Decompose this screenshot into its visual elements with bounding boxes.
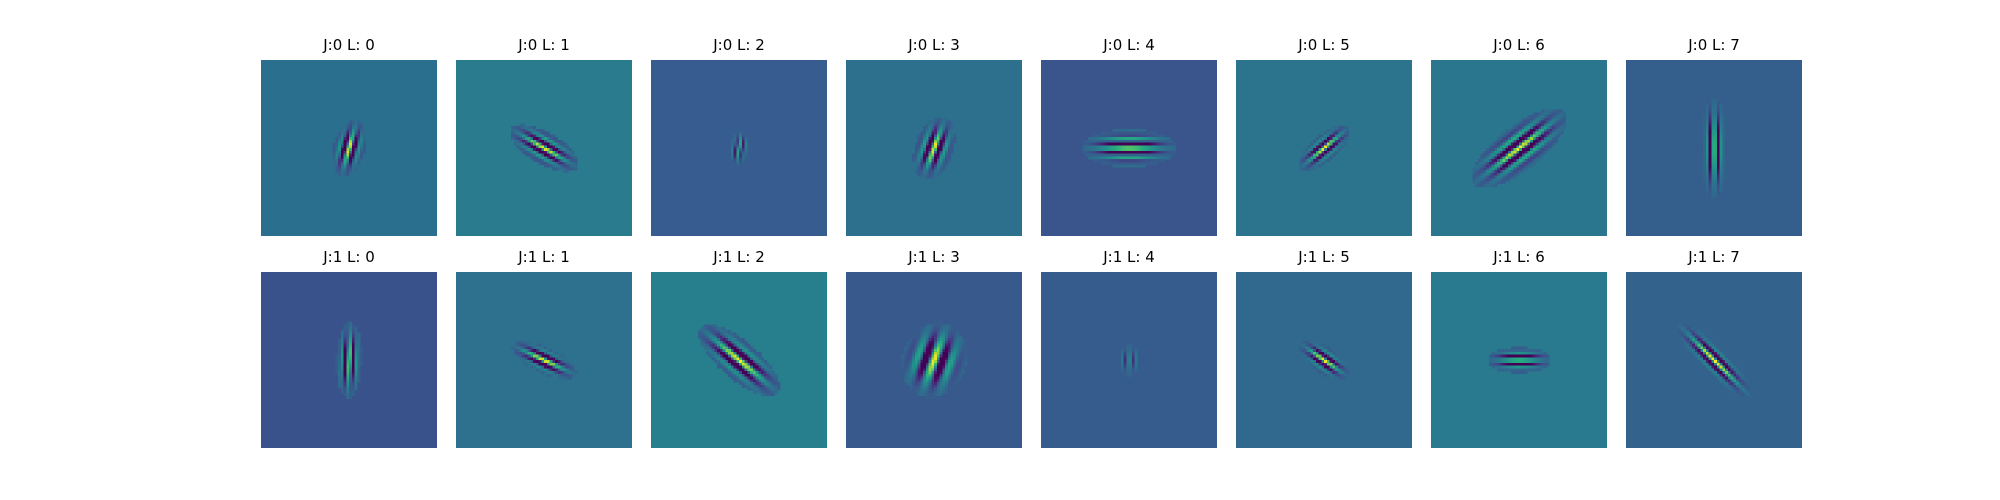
filter-image bbox=[1431, 60, 1607, 236]
panel-title: J:1 L: 3 bbox=[908, 248, 960, 266]
panel-title: J:1 L: 1 bbox=[518, 248, 570, 266]
filter-image bbox=[1236, 60, 1412, 236]
panel-title: J:1 L: 7 bbox=[1688, 248, 1740, 266]
panel-title: J:0 L: 7 bbox=[1688, 36, 1740, 54]
filter-image bbox=[456, 60, 632, 236]
panel-title: J:1 L: 5 bbox=[1298, 248, 1350, 266]
panel-title: J:0 L: 1 bbox=[518, 36, 570, 54]
filter-image bbox=[1041, 60, 1217, 236]
filter-panel-j0-l7: J:0 L: 7 bbox=[1626, 36, 1802, 236]
filter-image bbox=[1041, 272, 1217, 448]
filter-panel-j1-l0: J:1 L: 0 bbox=[261, 248, 437, 448]
filter-image bbox=[846, 60, 1022, 236]
panel-title: J:0 L: 5 bbox=[1298, 36, 1350, 54]
filter-image bbox=[261, 60, 437, 236]
panel-title: J:1 L: 6 bbox=[1493, 248, 1545, 266]
filter-panel-j0-l6: J:0 L: 6 bbox=[1431, 36, 1607, 236]
filter-image bbox=[651, 272, 827, 448]
panel-title: J:0 L: 0 bbox=[323, 36, 375, 54]
panel-title: J:1 L: 0 bbox=[323, 248, 375, 266]
filter-image bbox=[456, 272, 632, 448]
panel-title: J:1 L: 4 bbox=[1103, 248, 1155, 266]
filter-panel-j0-l3: J:0 L: 3 bbox=[846, 36, 1022, 236]
filter-panel-j0-l4: J:0 L: 4 bbox=[1041, 36, 1217, 236]
filter-image bbox=[651, 60, 827, 236]
filter-panel-j1-l2: J:1 L: 2 bbox=[651, 248, 827, 448]
filter-panel-j1-l7: J:1 L: 7 bbox=[1626, 248, 1802, 448]
filter-panel-j1-l5: J:1 L: 5 bbox=[1236, 248, 1412, 448]
filter-panel-j0-l2: J:0 L: 2 bbox=[651, 36, 827, 236]
filter-image bbox=[1431, 272, 1607, 448]
filter-panel-j1-l6: J:1 L: 6 bbox=[1431, 248, 1607, 448]
filter-panel-j1-l4: J:1 L: 4 bbox=[1041, 248, 1217, 448]
filter-panel-j0-l0: J:0 L: 0 bbox=[261, 36, 437, 236]
filter-panel-j0-l1: J:0 L: 1 bbox=[456, 36, 632, 236]
panel-title: J:0 L: 4 bbox=[1103, 36, 1155, 54]
panel-title: J:0 L: 3 bbox=[908, 36, 960, 54]
panel-title: J:0 L: 6 bbox=[1493, 36, 1545, 54]
filter-image bbox=[261, 272, 437, 448]
panel-title: J:0 L: 2 bbox=[713, 36, 765, 54]
filter-panel-j1-l1: J:1 L: 1 bbox=[456, 248, 632, 448]
filter-image bbox=[1626, 60, 1802, 236]
filter-image bbox=[846, 272, 1022, 448]
filter-image bbox=[1236, 272, 1412, 448]
panel-title: J:1 L: 2 bbox=[713, 248, 765, 266]
filter-panel-j1-l3: J:1 L: 3 bbox=[846, 248, 1022, 448]
filter-image bbox=[1626, 272, 1802, 448]
filter-panel-j0-l5: J:0 L: 5 bbox=[1236, 36, 1412, 236]
